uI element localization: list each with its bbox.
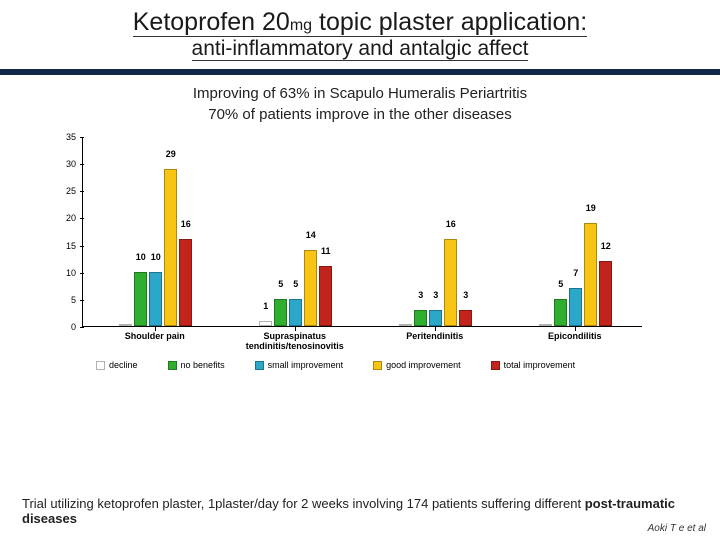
bar-value-label: 5 [289,279,302,289]
legend-item: small improvement [255,360,344,370]
y-tick-mark [80,273,84,274]
y-tick-label: 35 [66,132,76,142]
bar [599,261,612,326]
legend-swatch [96,361,105,370]
bar [134,272,147,326]
x-axis-label: Peritendinitis [365,331,505,341]
bar [554,299,567,326]
y-tick-mark [80,164,84,165]
bar [289,299,302,326]
bar-value-label: 11 [319,246,332,256]
y-tick-mark [80,218,84,219]
legend-item: good improvement [373,360,461,370]
bar [179,239,192,326]
bar [304,250,317,326]
bar-value-label: 10 [134,252,147,262]
y-tick-mark [80,137,84,138]
legend-item: decline [96,360,138,370]
legend-label: total improvement [504,360,576,370]
bar-value-label: 14 [304,230,317,240]
bar [539,324,552,326]
bar [569,288,582,326]
plot-area: 10102916155141133163571912 [82,137,642,327]
y-tick-label: 5 [71,295,76,305]
y-tick-label: 15 [66,241,76,251]
footer-text: Trial utilizing ketoprofen plaster, 1pla… [22,496,698,526]
bar [274,299,287,326]
title-drug: Ketoprofen 20 [133,8,290,36]
y-tick-mark [80,327,84,328]
divider [0,69,720,75]
bar-value-label: 12 [599,241,612,251]
bar-value-label: 5 [274,279,287,289]
legend-label: small improvement [268,360,344,370]
bar-value-label: 16 [179,219,192,229]
legend-swatch [255,361,264,370]
legend-label: good improvement [386,360,461,370]
title-mg: mg [290,17,312,34]
legend-swatch [168,361,177,370]
bar-value-label: 19 [584,203,597,213]
bar-value-label: 3 [414,290,427,300]
y-tick-mark [80,300,84,301]
legend-label: no benefits [181,360,225,370]
bar [444,239,457,326]
legend: decline no benefits small improvement good … [90,351,650,379]
results-line-2: 70% of patients improve in the other dis… [0,106,720,123]
subtitle-text: anti-inflammatory and antalgic affect [192,37,529,61]
legend-item: no benefits [168,360,225,370]
bar [259,321,272,326]
citation: Aoki T e et al [648,523,706,534]
bar-value-label: 16 [444,219,457,229]
y-axis: 05101520253035 [40,137,80,327]
y-tick-mark [80,246,84,247]
bar-value-label: 3 [429,290,442,300]
y-tick-label: 30 [66,159,76,169]
bar [414,310,427,326]
bar-value-label: 29 [164,149,177,159]
legend-swatch [491,361,500,370]
chart: 05101520253035 1010291615514113316357191… [40,129,680,379]
x-axis-label: Epicondilitis [505,331,645,341]
bar-value-label: 3 [459,290,472,300]
bar [584,223,597,326]
title-subtitle: anti-inflammatory and antalgic affect [0,37,720,61]
bar-value-label: 10 [149,252,162,262]
x-axis-label: Supraspinatustendinitis/tenosinovitis [225,331,365,352]
x-axis-label: Shoulder pain [85,331,225,341]
bar-value-label: 5 [554,279,567,289]
y-tick-label: 25 [66,186,76,196]
bar-value-label: 1 [259,301,272,311]
y-tick-label: 10 [66,268,76,278]
legend-swatch [373,361,382,370]
results-line-1: Improving of 63% in Scapulo Humeralis Pe… [0,85,720,102]
bar [119,324,132,326]
divider-bar [0,69,720,75]
y-tick-label: 0 [71,322,76,332]
footer-pre: Trial utilizing ketoprofen plaster, 1pla… [22,496,585,511]
y-tick-mark [80,191,84,192]
bar [319,266,332,326]
bar [149,272,162,326]
bar [164,169,177,326]
title-rest: topic plaster application: [312,8,587,36]
bar-value-label: 7 [569,268,582,278]
legend-label: decline [109,360,138,370]
title-block: Ketoprofen 20mg topic plaster applicatio… [0,0,720,61]
y-tick-label: 20 [66,213,76,223]
bar [429,310,442,326]
legend-item: total improvement [491,360,576,370]
bar [459,310,472,326]
title-line-1: Ketoprofen 20mg topic plaster applicatio… [0,8,720,37]
bar [399,324,412,326]
